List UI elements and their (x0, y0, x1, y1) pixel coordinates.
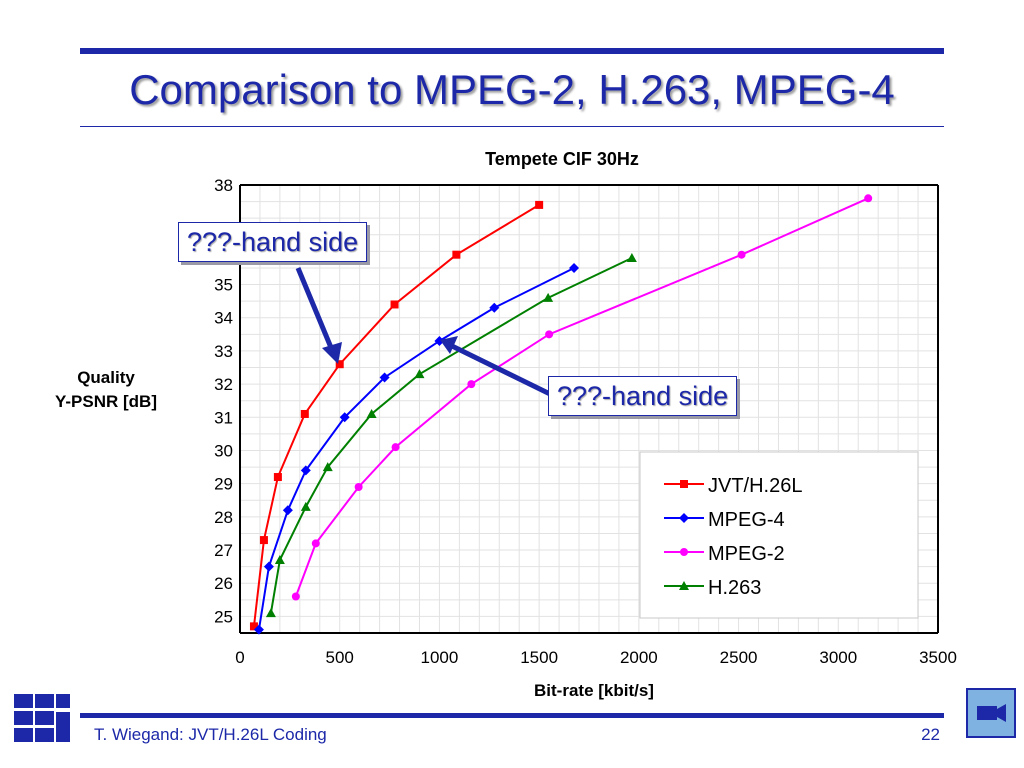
video-camera-button[interactable] (966, 688, 1016, 738)
data-point-jvt-h-26l (452, 250, 461, 259)
data-point-h-263 (265, 608, 276, 618)
data-point-mpeg-4 (263, 561, 274, 572)
tick-labels: 0 500 1000 1500 2000 2500 3000 3500 25 26 27 28 29 30… (214, 176, 957, 667)
series-h-263 (265, 253, 637, 618)
x-axis-label: Bit-rate [kbit/s] (534, 681, 654, 700)
legend-box (639, 451, 919, 619)
data-point-h-263 (274, 554, 285, 564)
x-tick-label: 500 (326, 648, 354, 667)
data-point-jvt-h-26l (300, 409, 309, 418)
y-tick-label: 31 (214, 408, 233, 427)
y-tick-label: 38 (214, 176, 233, 195)
data-point-jvt-h-26l (259, 536, 268, 545)
data-point-mpeg-2 (354, 482, 363, 491)
series-layer (249, 194, 873, 635)
y-tick-label: 33 (214, 342, 233, 361)
series-line-jvt-h-26l (252, 204, 540, 627)
data-point-mpeg-2 (467, 380, 476, 389)
legend-marker-mpeg-2 (680, 548, 688, 556)
data-point-mpeg-4 (282, 505, 293, 516)
legend-label-mpeg-2: MPEG-2 (708, 543, 785, 565)
y-tick-label: 35 (214, 276, 233, 295)
data-point-jvt-h-26l (249, 622, 258, 631)
series-mpeg-2 (291, 194, 873, 601)
right-callout-arrowhead (440, 336, 458, 354)
legend-label-jvt-h-26l: JVT/H.26L (708, 475, 802, 497)
page-number: 22 (921, 725, 940, 744)
data-point-jvt-h-26l (335, 360, 344, 369)
video-camera-icon (977, 704, 1006, 722)
data-point-h-263 (626, 253, 637, 263)
data-point-h-263 (322, 462, 333, 472)
data-point-mpeg-4 (300, 465, 311, 476)
data-point-jvt-h-26l (535, 200, 544, 209)
y-tick-label: 28 (214, 508, 233, 527)
legend-label-mpeg-4: MPEG-4 (708, 509, 785, 531)
legend-marker-h-263 (679, 581, 689, 590)
callout-left: ???-hand side (178, 222, 368, 262)
data-point-mpeg-4 (489, 302, 500, 313)
data-point-mpeg-2 (545, 330, 554, 339)
series-line-mpeg-2 (294, 197, 869, 597)
footer-rule (80, 713, 944, 718)
x-tick-label: 1500 (520, 648, 558, 667)
x-tick-label: 1000 (421, 648, 459, 667)
chart-title: Tempete CIF 30Hz (485, 149, 639, 169)
slide-title: Comparison to MPEG-2, H.263, MPEG-4 (129, 66, 895, 113)
x-tick-label: 2500 (720, 648, 758, 667)
y-tick-label: 25 (214, 607, 233, 626)
y-tick-label: 26 (214, 574, 233, 593)
data-point-mpeg-2 (391, 443, 400, 452)
left-callout-arrow (295, 267, 335, 351)
data-point-mpeg-4 (379, 372, 390, 383)
data-point-mpeg-4 (339, 412, 350, 423)
x-tick-label: 3000 (819, 648, 857, 667)
data-point-mpeg-2 (311, 539, 320, 548)
legend-marker-mpeg-4 (679, 513, 689, 523)
title-underline (80, 126, 944, 127)
data-point-jvt-h-26l (390, 300, 399, 309)
x-tick-label: 3500 (919, 648, 957, 667)
data-point-mpeg-2 (291, 592, 300, 601)
data-point-mpeg-4 (253, 624, 264, 635)
data-point-h-263 (366, 408, 377, 418)
data-point-mpeg-2 (864, 194, 873, 203)
y-axis-label-line1: Quality (77, 368, 135, 387)
series-line-h-263 (269, 257, 633, 614)
y-tick-label: 27 (214, 541, 233, 560)
data-point-h-263 (300, 501, 311, 511)
series-mpeg-4 (253, 262, 580, 635)
y-tick-label: 32 (214, 375, 233, 394)
top-rule (80, 48, 944, 54)
legend-marker-jvt-h-26l (680, 480, 688, 488)
right-callout-arrow (450, 343, 552, 397)
series-jvt-h-26l (249, 200, 544, 631)
footer-author: T. Wiegand: JVT/H.26L Coding (94, 725, 327, 744)
y-tick-label: 30 (214, 441, 233, 460)
grid-logo-icon (14, 694, 70, 742)
data-point-jvt-h-26l (273, 473, 282, 482)
y-axis-label-line2: Y-PSNR [dB] (55, 392, 157, 411)
data-point-mpeg-2 (737, 250, 746, 259)
legend: JVT/H.26L MPEG-4 MPEG-2 H.263 (639, 451, 919, 619)
callout-arrows (295, 267, 552, 397)
data-point-h-263 (414, 369, 425, 379)
y-tick-label: 34 (214, 309, 233, 328)
left-callout-arrowhead (322, 342, 342, 364)
data-point-mpeg-4 (434, 335, 445, 346)
x-tick-label: 0 (235, 648, 244, 667)
y-tick-label: 29 (214, 475, 233, 494)
data-point-mpeg-4 (569, 262, 580, 273)
legend-label-h-263: H.263 (708, 577, 761, 599)
x-tick-label: 2000 (620, 648, 658, 667)
callout-right: ???-hand side (548, 376, 738, 416)
data-point-h-263 (543, 292, 554, 302)
